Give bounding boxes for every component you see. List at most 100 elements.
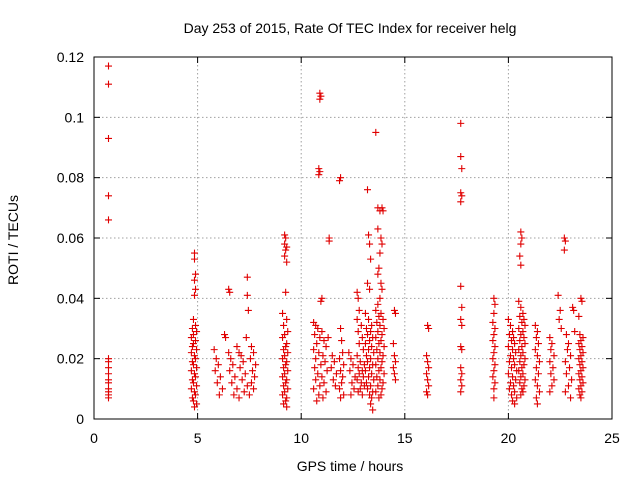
data-point	[491, 379, 499, 387]
data-point	[233, 343, 241, 351]
data-point	[508, 364, 516, 372]
data-point	[361, 309, 369, 317]
data-point	[532, 364, 540, 372]
y-tick-label: 0.04	[57, 290, 84, 306]
data-point	[367, 400, 375, 408]
data-point	[365, 346, 373, 354]
data-point	[505, 385, 513, 393]
data-point	[550, 376, 558, 384]
data-point	[105, 62, 113, 70]
data-point	[550, 352, 558, 360]
data-point	[457, 198, 465, 206]
data-point	[105, 358, 113, 366]
data-point	[517, 261, 525, 269]
data-point	[365, 373, 373, 381]
data-point	[374, 270, 382, 278]
data-point	[516, 337, 524, 345]
data-point	[319, 352, 327, 360]
data-point	[355, 340, 363, 348]
x-tick-label: 15	[397, 430, 413, 446]
data-point	[251, 373, 259, 381]
data-point	[379, 207, 387, 215]
data-point	[336, 385, 344, 393]
data-point	[391, 358, 399, 366]
data-point	[231, 373, 239, 381]
chart-title: Day 253 of 2015, Rate Of TEC Index for r…	[184, 20, 517, 36]
data-point	[364, 279, 372, 287]
data-point	[457, 153, 465, 161]
data-point	[509, 346, 517, 354]
data-point	[575, 340, 583, 348]
data-point	[533, 382, 541, 390]
data-point	[241, 370, 249, 378]
data-point	[377, 279, 385, 287]
data-point	[564, 340, 572, 348]
data-point	[192, 373, 200, 381]
data-point	[324, 334, 332, 342]
data-point	[490, 367, 498, 375]
data-point	[566, 364, 574, 372]
x-tick-labels: 0 5 10 15 20 25	[90, 430, 620, 446]
data-point	[570, 306, 578, 314]
data-point	[380, 370, 388, 378]
data-point	[350, 385, 358, 393]
data-point	[312, 355, 320, 363]
data-point	[577, 294, 585, 302]
data-point	[379, 379, 387, 387]
data-point	[239, 358, 247, 366]
data-point	[339, 373, 347, 381]
data-point	[535, 388, 543, 396]
data-point	[576, 391, 584, 399]
data-point	[575, 355, 583, 363]
data-point	[562, 370, 570, 378]
data-point	[424, 321, 432, 329]
data-point	[423, 352, 431, 360]
data-point	[188, 376, 196, 384]
data-point	[315, 349, 323, 357]
data-point	[226, 288, 234, 296]
data-point	[244, 306, 252, 314]
data-point	[425, 382, 433, 390]
data-point	[458, 346, 466, 354]
data-point	[373, 373, 381, 381]
data-point	[316, 168, 324, 176]
data-point	[317, 92, 325, 100]
data-point	[568, 376, 576, 384]
data-point	[567, 394, 575, 402]
data-point	[534, 340, 542, 348]
data-point	[279, 309, 287, 317]
data-point	[250, 385, 258, 393]
data-point	[372, 334, 380, 342]
data-point	[376, 249, 384, 257]
data-point	[328, 352, 336, 360]
data-point	[375, 264, 383, 272]
data-point	[490, 349, 498, 357]
data-point	[190, 403, 198, 411]
data-point	[576, 361, 584, 369]
data-point	[190, 255, 198, 263]
data-point	[376, 349, 384, 357]
data-point	[546, 334, 554, 342]
data-point	[353, 315, 361, 323]
data-point	[376, 321, 384, 329]
data-point	[362, 352, 370, 360]
data-point	[221, 331, 229, 339]
x-tick-label: 20	[501, 430, 517, 446]
data-point	[490, 309, 498, 317]
data-point	[355, 370, 363, 378]
y-tick-label: 0.08	[57, 170, 84, 186]
data-point	[515, 325, 523, 332]
data-point	[187, 385, 195, 393]
data-point	[532, 334, 540, 342]
data-point	[516, 252, 524, 260]
data-point	[457, 376, 465, 384]
data-point	[517, 331, 525, 339]
data-point	[284, 349, 292, 357]
data-point	[378, 358, 386, 366]
data-point	[521, 376, 529, 384]
data-point	[356, 358, 364, 366]
data-point	[188, 325, 196, 332]
data-point	[366, 240, 374, 248]
data-point	[515, 367, 523, 375]
data-point	[518, 343, 526, 351]
